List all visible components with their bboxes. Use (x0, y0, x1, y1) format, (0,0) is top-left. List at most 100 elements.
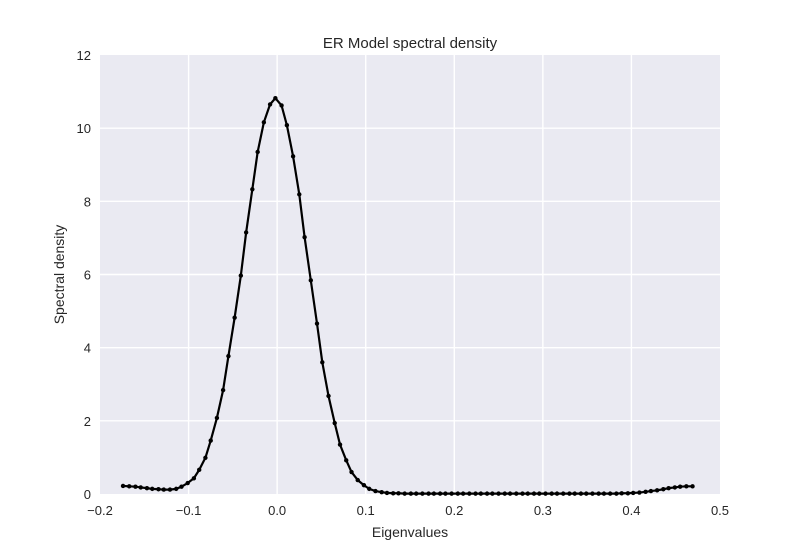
data-point (637, 490, 642, 495)
data-point (226, 353, 231, 359)
data-point (156, 487, 161, 492)
data-point (332, 420, 337, 426)
data-point (507, 491, 513, 496)
data-point (455, 491, 461, 496)
data-point (607, 491, 613, 496)
data-point (203, 455, 208, 460)
data-point (690, 484, 695, 489)
x-tick-label: 0.3 (534, 503, 552, 518)
data-point (525, 491, 530, 496)
data-point (373, 488, 378, 494)
data-point (543, 491, 548, 496)
y-tick-label: 0 (84, 487, 91, 502)
data-point (361, 483, 367, 488)
x-tick-label: −0.2 (87, 503, 113, 518)
data-point (167, 487, 173, 492)
data-point (185, 480, 190, 486)
data-point (290, 154, 296, 159)
data-point (150, 486, 155, 492)
data-point (426, 491, 431, 496)
data-point (596, 491, 601, 496)
data-point (161, 487, 166, 492)
data-point (220, 387, 226, 393)
y-axis-ticks: 0 2 4 6 8 10 12 (77, 48, 91, 502)
y-tick-label: 10 (77, 121, 91, 136)
data-point (584, 491, 589, 496)
data-point (273, 95, 278, 101)
data-point (478, 491, 484, 496)
data-point (402, 491, 407, 496)
x-axis-ticks: −0.2 −0.1 0.0 0.1 0.2 0.3 0.4 0.5 (87, 503, 729, 518)
data-point (502, 491, 507, 496)
data-point (320, 360, 325, 365)
x-tick-label: 0.0 (268, 503, 286, 518)
data-point (590, 491, 595, 496)
y-tick-label: 2 (84, 414, 91, 429)
data-point (449, 491, 454, 496)
data-point (297, 192, 302, 197)
data-point (308, 278, 313, 283)
data-point (337, 442, 343, 447)
data-point (537, 491, 542, 496)
data-point (625, 491, 631, 496)
data-point (367, 486, 372, 492)
chart-title: ER Model spectral density (323, 35, 498, 52)
data-point (284, 123, 290, 128)
data-point (420, 491, 425, 496)
data-point (601, 491, 607, 496)
data-point (643, 489, 648, 495)
y-tick-label: 8 (84, 194, 91, 209)
data-point (355, 477, 360, 483)
data-point (572, 491, 577, 496)
y-axis-label: Spectral density (51, 225, 67, 325)
data-point (214, 415, 220, 421)
data-point (496, 491, 501, 496)
data-point (490, 491, 495, 496)
data-point (302, 234, 307, 240)
data-point (531, 491, 537, 496)
series-group (120, 95, 695, 496)
x-tick-label: 0.1 (357, 503, 375, 518)
data-point (173, 486, 179, 492)
data-point (467, 491, 472, 496)
data-point (408, 491, 414, 496)
data-point (677, 484, 683, 489)
data-point (314, 321, 320, 326)
data-point (460, 491, 466, 496)
x-tick-label: 0.5 (711, 503, 729, 518)
data-point (384, 490, 390, 496)
data-point (138, 485, 143, 490)
data-point (250, 187, 255, 192)
data-point (261, 120, 267, 125)
x-tick-label: 0.4 (622, 503, 640, 518)
data-point (243, 230, 249, 235)
x-axis-label: Eigenvalues (372, 524, 448, 540)
data-point (390, 491, 396, 496)
data-point (431, 491, 437, 496)
data-point (255, 149, 260, 155)
data-point (279, 103, 284, 108)
data-point (554, 491, 560, 496)
x-tick-label: −0.1 (176, 503, 202, 518)
data-point (144, 485, 150, 491)
data-point (672, 485, 678, 490)
y-tick-label: 4 (84, 341, 91, 356)
data-point (349, 469, 354, 475)
data-point (654, 488, 660, 493)
y-tick-label: 6 (84, 268, 91, 283)
data-point (414, 491, 419, 496)
data-point (120, 483, 126, 489)
x-tick-label: 0.2 (445, 503, 463, 518)
data-point (344, 458, 349, 463)
data-point (484, 491, 490, 496)
y-tick-label: 12 (77, 48, 91, 63)
data-point (437, 491, 443, 496)
data-point (549, 491, 554, 496)
data-point (684, 484, 689, 489)
data-point (127, 484, 132, 489)
data-point (326, 393, 331, 399)
data-point (631, 490, 636, 496)
data-point (232, 315, 237, 320)
data-point (561, 491, 566, 496)
